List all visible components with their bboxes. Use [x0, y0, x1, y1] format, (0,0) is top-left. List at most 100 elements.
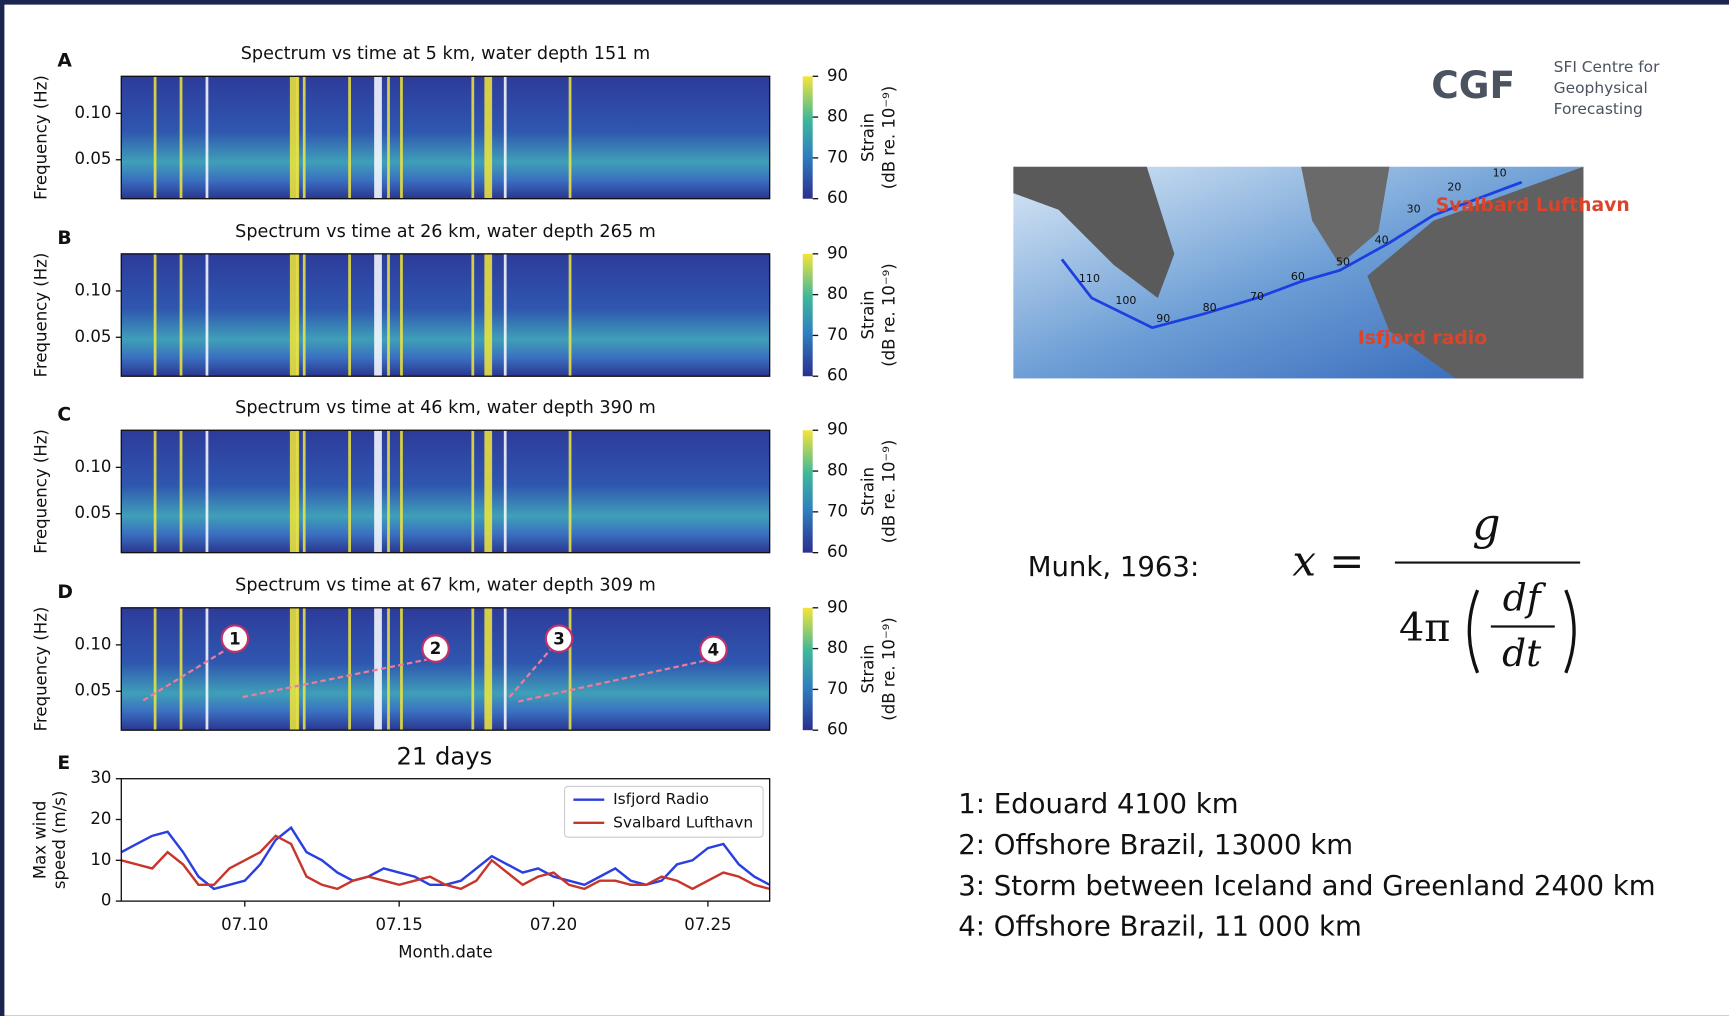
y-tick-label: 0.10 [75, 457, 112, 476]
x-tick-label: 07.25 [684, 915, 731, 934]
x-tick-label: 07.20 [530, 915, 577, 934]
colorbar-tick-label: 80 [827, 461, 848, 480]
route-label: 70 [1250, 290, 1264, 303]
annotation-circle [544, 624, 574, 654]
cable-route [1060, 180, 1523, 330]
spectrogram-stripe [374, 253, 382, 377]
route-label: 90 [1156, 312, 1170, 325]
spectrogram-stripe [568, 76, 572, 199]
annotation-label: 2 [430, 639, 442, 658]
y-tick-label: 0.05 [75, 327, 112, 346]
panel-label: B [57, 228, 71, 249]
spectrogram-stripe [471, 253, 475, 377]
spectrogram-stripe [153, 607, 157, 731]
spectrogram-stripe [400, 253, 403, 377]
map-land [1013, 166, 1175, 298]
spectrogram-stripe [153, 430, 157, 553]
y-axis-label: Frequency (Hz) [31, 253, 50, 378]
route-label: 40 [1375, 234, 1389, 247]
spectrogram-stripe [205, 76, 209, 199]
spectrogram-stripe [503, 607, 507, 731]
spectrogram-stripe [387, 607, 390, 731]
map: Svalbard Lufthavn Isfjord radio 10 20 30 40 50… [1013, 166, 1630, 379]
panel-label: C [57, 404, 71, 425]
spectrogram-stripe [289, 430, 298, 553]
y-tick-label: 0.05 [75, 681, 112, 700]
spectrogram-stripe [387, 253, 390, 377]
colorbar-tick-label: 80 [827, 638, 848, 657]
colorbar-label: (dB re. 10⁻⁹) [879, 86, 898, 190]
series-line [120, 834, 770, 891]
y-tick-label: 20 [90, 809, 111, 828]
annotation-label: 1 [229, 629, 241, 648]
map-land [1367, 166, 1584, 379]
colorbar-label: Strain [858, 644, 877, 693]
spectrogram-stripe [296, 76, 300, 199]
colorbar-label: (dB re. 10⁻⁹) [879, 617, 898, 720]
colorbar [802, 607, 813, 731]
plot-frame [120, 607, 771, 731]
spectrogram-stripe [484, 76, 493, 199]
spectrogram-stripe [374, 76, 382, 199]
x-axis-label: Month.date [398, 942, 492, 961]
colorbar-tick-label: 70 [827, 325, 848, 344]
colorbar-tick-label: 60 [827, 720, 848, 739]
spectrogram-stripe [205, 253, 209, 377]
spectrogram-stripe [484, 607, 493, 731]
y-axis-label: Max wind [30, 801, 49, 880]
y-axis-label: Frequency (Hz) [31, 429, 50, 554]
formula-inner-denominator: dt [1502, 631, 1542, 675]
y-tick-label: 0.05 [75, 149, 112, 168]
event: 2: Offshore Brazil, 13000 km [958, 829, 1353, 861]
logo: CGF [1431, 63, 1515, 107]
colorbar-tick-label: 70 [827, 501, 848, 520]
y-axis-label: Frequency (Hz) [31, 75, 50, 200]
colorbar-tick-label: 60 [827, 366, 848, 385]
spectrogram-stripe [205, 430, 209, 553]
event: 1: Edouard 4100 km [958, 788, 1238, 820]
spectrogram [121, 76, 770, 199]
colorbar [802, 76, 813, 199]
org-line: Geophysical [1554, 79, 1648, 97]
annotation-circle [699, 635, 728, 665]
spectrogram-stripe [387, 76, 390, 199]
org-line: Forecasting [1554, 100, 1643, 118]
colorbar-tick-label: 90 [827, 420, 848, 439]
colorbar-label: Strain [858, 467, 877, 516]
spectrogram-stripe [302, 253, 306, 377]
spectrogram-stripe [348, 76, 351, 199]
route-label: 20 [1447, 181, 1461, 194]
colorbar [802, 430, 813, 553]
panel-title: Spectrum vs time at 46 km, water depth 3… [235, 398, 656, 418]
spectrogram-stripe [503, 253, 507, 377]
spectrogram-stripe [289, 253, 298, 377]
spectrogram-stripe [302, 607, 306, 731]
y-tick-label: 30 [90, 768, 111, 787]
plot-frame [120, 778, 771, 902]
colorbar-label: Strain [858, 113, 877, 162]
spectrogram-stripe [374, 430, 382, 553]
spectrogram-stripe [471, 607, 475, 731]
plot-frame [120, 253, 771, 377]
formula-lhs: x = [1292, 536, 1364, 585]
colorbar-tick-label: 90 [827, 243, 848, 262]
annotation-line [508, 648, 552, 698]
spectrogram-stripe [400, 607, 403, 731]
spectrogram-stripe [289, 76, 298, 199]
y-tick-label: 10 [90, 850, 111, 869]
spectrogram-stripe [568, 430, 572, 553]
colorbar-tick-label: 90 [827, 66, 848, 85]
colorbar-label: (dB re. 10⁻⁹) [879, 263, 898, 367]
route-label: 100 [1115, 294, 1136, 307]
panel-label: D [57, 582, 73, 603]
route-label: 10 [1493, 166, 1507, 179]
spectrogram-stripe [400, 430, 403, 553]
spectrogram [121, 607, 770, 731]
colorbar-tick-label: 60 [827, 542, 848, 561]
annotation-line [242, 658, 427, 699]
spectrogram-stripe [568, 253, 572, 377]
annotation-circle [220, 624, 250, 654]
colorbar-tick-label: 70 [827, 679, 848, 698]
colorbar-label: (dB re. 10⁻⁹) [879, 440, 898, 544]
